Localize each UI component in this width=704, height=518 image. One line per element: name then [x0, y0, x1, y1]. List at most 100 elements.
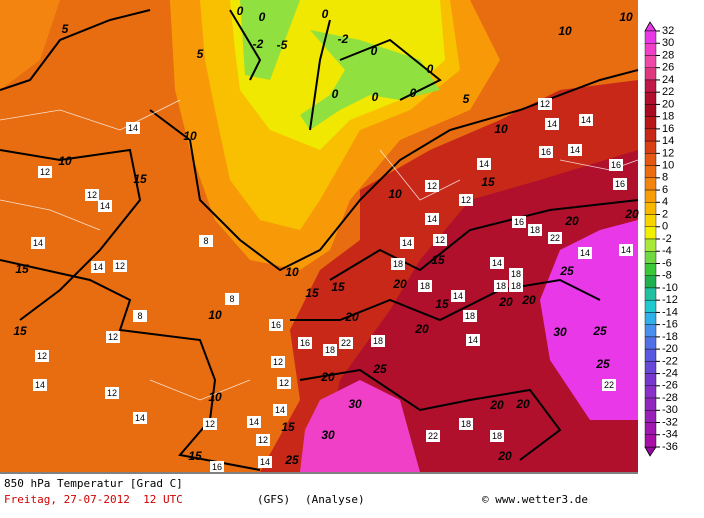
label-box: [298, 337, 312, 349]
contour: [0, 9, 151, 91]
contour-label: 18: [420, 281, 430, 291]
contour-label: 18: [511, 269, 521, 279]
colorbar-band: [644, 397, 657, 411]
colorbar-label: -14: [662, 306, 678, 318]
contour-label: 0: [237, 4, 244, 18]
contour-label: 14: [570, 145, 580, 155]
colorbar-band: [644, 410, 657, 423]
colorbar-label: -36: [662, 441, 678, 453]
label-box: [225, 293, 239, 305]
contour-label: 10: [58, 154, 72, 168]
contour-label: 10: [388, 187, 402, 201]
colorbar-label: -24: [662, 367, 678, 379]
contour: [0, 148, 142, 321]
contour: [229, 9, 442, 131]
contour-label: 22: [428, 431, 438, 441]
colorbar-band: [644, 361, 657, 374]
label-box: [269, 319, 283, 331]
label-box: [371, 335, 385, 347]
label-box: [133, 310, 147, 322]
colorbar-band: [644, 189, 657, 203]
contour-label: 0: [332, 87, 339, 101]
colorbar-label: 22: [662, 86, 674, 98]
label-box: [545, 118, 559, 130]
label-box: [418, 280, 432, 292]
contour-label: 12: [461, 195, 471, 205]
contour-label: 12: [540, 99, 550, 109]
contour-label: 0: [259, 10, 266, 24]
contour-label: 18: [393, 259, 403, 269]
label-box: [578, 247, 592, 259]
colorbar-band: [644, 104, 657, 117]
colorbar-band: [644, 275, 657, 289]
colorbar-label: 24: [662, 74, 674, 86]
contour-label: 10: [619, 10, 633, 24]
label-box: [126, 122, 140, 134]
label-box: [199, 235, 213, 247]
contour-label: 16: [541, 147, 551, 157]
label-box: [509, 268, 523, 280]
colorbar-label: -30: [662, 404, 678, 416]
label-box: [85, 189, 99, 201]
colorbar-label: -22: [662, 355, 678, 367]
label-box: [451, 290, 465, 302]
label-box: [426, 430, 440, 442]
contour-label: 20: [392, 277, 407, 291]
contour-label: 15: [188, 449, 202, 463]
contour-label: 16: [514, 217, 524, 227]
contour-label: 16: [212, 462, 222, 472]
contour-label: 5: [197, 47, 204, 61]
contour: [290, 278, 601, 322]
colorbar-label: 28: [662, 49, 674, 61]
colorbar-label: 26: [662, 62, 674, 74]
label-box: [433, 234, 447, 246]
label-box: [33, 379, 47, 391]
contour-label: 25: [559, 264, 574, 278]
colorbar-band: [644, 55, 657, 68]
contour-label: 10: [285, 265, 299, 279]
colorbar-arrow: [644, 21, 657, 32]
contour-label: 15: [13, 324, 27, 338]
contour-label: 16: [611, 160, 621, 170]
analysis: (Analyse): [305, 493, 365, 506]
contour-label: 14: [479, 159, 489, 169]
contour-label: 12: [427, 181, 437, 191]
colorbar-label: 4: [662, 196, 668, 208]
contour-label: 14: [260, 457, 270, 467]
label-box: [494, 280, 508, 292]
colorbar-band: [644, 336, 657, 350]
label-box: [548, 232, 562, 244]
contour-label: 12: [273, 357, 283, 367]
label-box: [247, 416, 261, 428]
field: [0, 0, 60, 90]
contour-label: 20: [564, 214, 579, 228]
contour-label: 5: [463, 92, 470, 106]
colorbar-label: 16: [662, 123, 674, 135]
colorbar-band: [644, 385, 657, 399]
contour-label: 12: [258, 435, 268, 445]
colorbar-band: [644, 165, 657, 179]
label-box: [613, 178, 627, 190]
label-box: [391, 258, 405, 270]
label-box: [463, 310, 477, 322]
label-box: [477, 158, 491, 170]
label-box: [323, 344, 337, 356]
colorbar-band: [644, 214, 657, 227]
colorbar-band: [644, 299, 657, 313]
colorbar-band: [644, 251, 657, 264]
credit: © www.wetter3.de: [482, 493, 588, 506]
label-box: [459, 194, 473, 206]
contour-label: 18: [461, 419, 471, 429]
contour-label: 15: [281, 420, 295, 434]
contour-label: 8: [229, 294, 234, 304]
colorbar-label: -6: [662, 257, 672, 269]
contour-label: 18: [530, 225, 540, 235]
colorbar-band: [644, 373, 657, 387]
contour-label: 14: [402, 238, 412, 248]
contour-label: 22: [550, 233, 560, 243]
label-box: [490, 430, 504, 442]
contour-label: -2: [253, 37, 264, 51]
contour-label: 16: [615, 179, 625, 189]
colorbar-label: -12: [662, 294, 678, 306]
field: [540, 220, 638, 420]
